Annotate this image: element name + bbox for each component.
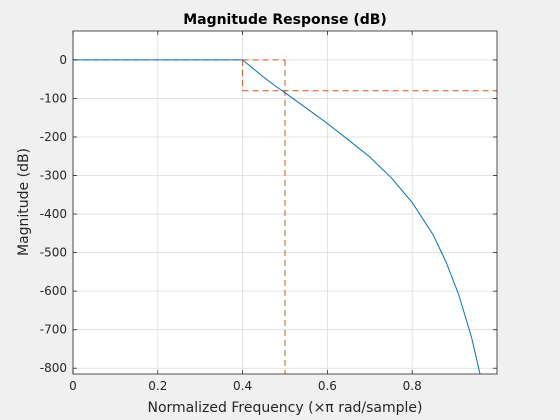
- series-line-0: [73, 59, 481, 375]
- series-group: [73, 59, 481, 375]
- y-tick-label-0: 0: [59, 53, 67, 67]
- x-tick-label-2: 0.4: [233, 379, 252, 393]
- y-tick-label-5: -500: [40, 246, 67, 260]
- axes-box: [72, 30, 498, 375]
- y-tick-label-7: -700: [40, 323, 67, 337]
- x-axis-label: Normalized Frequency (×π rad/sample): [148, 400, 423, 416]
- y-tick-label-3: -300: [40, 169, 67, 183]
- y-axis-label: Magnitude (dB): [16, 148, 32, 256]
- chart-title: Magnitude Response (dB): [183, 12, 387, 28]
- x-tick-label-1: 0.2: [148, 379, 167, 393]
- y-tick-label-1: -100: [40, 91, 67, 105]
- y-axis-ticks: 0 -100 -200 -300 -400 -500 -600 -700 -800: [40, 53, 497, 375]
- y-tick-label-4: -400: [40, 207, 67, 221]
- x-tick-label-4: 0.8: [403, 379, 422, 393]
- y-tick-label-6: -600: [40, 284, 67, 298]
- x-tick-label-0: 0: [69, 379, 77, 393]
- y-tick-label-2: -200: [40, 130, 67, 144]
- x-axis-ticks: 0 0.2 0.4 0.6 0.8: [69, 31, 422, 393]
- y-tick-label-8: -800: [40, 361, 67, 375]
- x-tick-label-3: 0.6: [318, 379, 337, 393]
